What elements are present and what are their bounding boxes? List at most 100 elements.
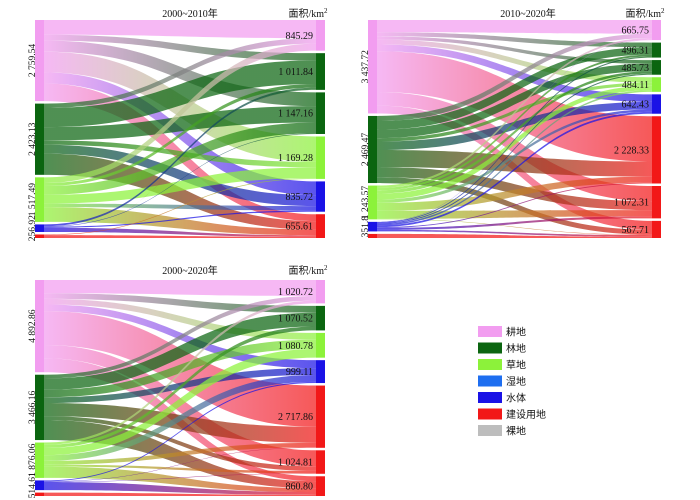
right-node-forest bbox=[316, 92, 325, 134]
left-node-cropland bbox=[35, 280, 44, 373]
flow-link bbox=[44, 227, 316, 237]
left-node-construction bbox=[35, 492, 44, 496]
legend-label: 林地 bbox=[506, 342, 526, 355]
flow-link bbox=[377, 111, 652, 228]
right-node-water bbox=[316, 181, 325, 212]
right-node-grassland bbox=[316, 332, 325, 358]
flow-link bbox=[377, 109, 652, 203]
chart-title: 2000~2020年 bbox=[162, 264, 217, 277]
flow-link bbox=[377, 39, 652, 83]
left-node-cropland bbox=[368, 20, 377, 114]
flow-link bbox=[377, 85, 652, 200]
left-node-grassland bbox=[35, 442, 44, 478]
left-node-value: 1 876.06 bbox=[28, 443, 38, 477]
flow-link bbox=[44, 402, 316, 443]
flow-link bbox=[377, 47, 652, 130]
right-node-water bbox=[652, 94, 661, 114]
flow-link bbox=[377, 92, 652, 202]
flow-link bbox=[44, 89, 316, 235]
flow-link bbox=[377, 63, 652, 139]
left-node-construction bbox=[35, 234, 44, 238]
legend-swatch-construction bbox=[478, 408, 502, 420]
flow-link bbox=[377, 218, 652, 236]
right-node-forest bbox=[652, 60, 661, 75]
legend-swatch-water bbox=[478, 392, 502, 403]
right-node-construction bbox=[316, 450, 325, 474]
flow-link bbox=[44, 83, 316, 187]
right-node-value: 665.75 bbox=[622, 26, 650, 37]
right-node-value: 1 072.31 bbox=[614, 198, 649, 209]
flow-link bbox=[377, 71, 652, 194]
left-node-value: 256.92 bbox=[28, 215, 38, 241]
flow-link bbox=[44, 296, 316, 379]
right-node-forest bbox=[316, 53, 325, 90]
flow-link bbox=[44, 447, 316, 482]
right-node-value: 2 717.86 bbox=[278, 412, 313, 423]
right-node-grassland bbox=[316, 136, 325, 179]
right-node-value: 860.80 bbox=[286, 482, 314, 493]
right-node-construction bbox=[652, 220, 661, 238]
legend-label: 草地 bbox=[506, 359, 526, 372]
sankey-links bbox=[44, 280, 316, 496]
flow-link bbox=[44, 60, 316, 128]
flow-link bbox=[377, 33, 652, 122]
right-node-construction bbox=[316, 214, 325, 238]
right-node-value: 642.43 bbox=[622, 100, 650, 111]
legend-label: 裸地 bbox=[506, 425, 526, 438]
right-node-value: 999.11 bbox=[286, 367, 313, 378]
left-node-value: 4 892.86 bbox=[28, 309, 38, 343]
right-node-value: 1 024.81 bbox=[278, 458, 313, 469]
right-node-value: 2 228.33 bbox=[614, 145, 649, 156]
right-node-value: 484.11 bbox=[622, 80, 649, 91]
right-node-cropland bbox=[316, 20, 325, 51]
flow-link bbox=[44, 442, 316, 465]
right-node-value: 1 011.84 bbox=[278, 67, 313, 78]
flow-link bbox=[44, 326, 316, 449]
left-node-forest bbox=[368, 115, 377, 184]
flow-link bbox=[44, 473, 316, 483]
flow-link bbox=[377, 38, 652, 188]
flow-link bbox=[44, 339, 316, 398]
flow-link bbox=[44, 178, 316, 236]
flow-link bbox=[44, 303, 316, 481]
left-node-water bbox=[35, 224, 44, 232]
flow-link bbox=[377, 51, 652, 162]
right-node-forest bbox=[652, 42, 661, 58]
flow-link bbox=[377, 229, 652, 237]
flow-link bbox=[377, 176, 652, 211]
flow-link bbox=[44, 203, 316, 211]
unit-label: 面积/km2 bbox=[625, 7, 665, 20]
right-node-construction bbox=[652, 116, 661, 184]
flow-link bbox=[44, 235, 316, 238]
flow-link bbox=[44, 368, 316, 403]
left-node-construction bbox=[368, 233, 377, 238]
flow-link bbox=[44, 153, 316, 230]
flow-link bbox=[44, 122, 316, 195]
right-node-forest bbox=[316, 305, 325, 331]
flow-link bbox=[44, 381, 316, 482]
flow-link bbox=[44, 280, 316, 297]
right-node-value: 567.71 bbox=[622, 225, 650, 236]
flow-link bbox=[377, 90, 652, 226]
left-node-value: 2 423.13 bbox=[28, 122, 38, 156]
flow-link bbox=[377, 20, 652, 34]
left-node-forest bbox=[35, 103, 44, 175]
flow-link bbox=[44, 140, 316, 168]
right-node-value: 835.72 bbox=[286, 192, 314, 203]
flow-link bbox=[44, 20, 316, 39]
right-node-value: 496.31 bbox=[622, 46, 650, 57]
flow-link bbox=[377, 177, 652, 235]
flow-link bbox=[44, 348, 316, 456]
right-node-grassland bbox=[652, 77, 661, 92]
left-node-water bbox=[368, 221, 377, 232]
flow-link bbox=[377, 216, 652, 230]
flow-link bbox=[44, 210, 316, 228]
left-node-cropland bbox=[35, 20, 44, 102]
unit-label: 面积/km2 bbox=[288, 264, 328, 277]
unit-label: 面积/km2 bbox=[288, 7, 328, 20]
flow-link bbox=[377, 44, 652, 102]
